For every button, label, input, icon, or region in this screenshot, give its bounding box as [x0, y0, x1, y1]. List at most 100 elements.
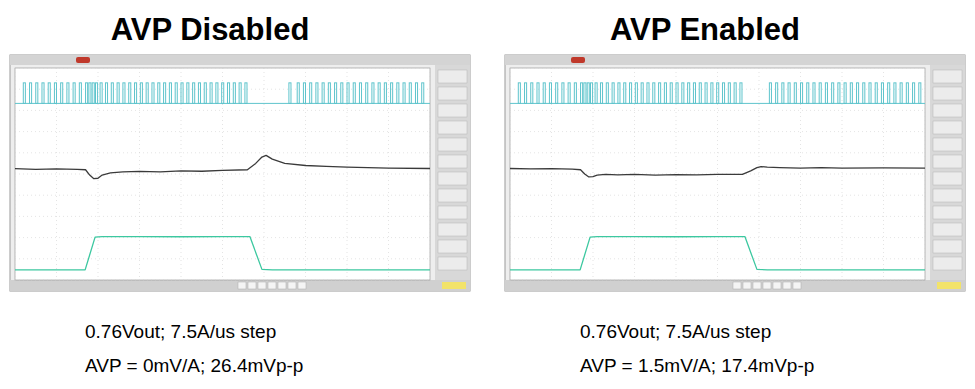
panel-title: AVP Disabled: [111, 12, 310, 47]
scope-status-key: [238, 282, 246, 289]
switch-pulse: [347, 83, 349, 104]
scope-side-button: [438, 172, 467, 185]
scope-status-key: [298, 282, 306, 289]
switch-pulse: [422, 83, 424, 104]
switch-pulse: [807, 83, 809, 104]
scope-side-button: [933, 121, 962, 134]
switch-pulse: [222, 83, 224, 104]
switch-pulse: [158, 83, 160, 104]
switch-pulse: [61, 83, 63, 104]
switch-pulse: [366, 83, 368, 104]
switch-pulse: [693, 83, 695, 104]
switch-pulse: [595, 83, 597, 104]
switch-pulse: [711, 83, 713, 104]
switch-pulse: [549, 83, 551, 104]
caption: 0.76Vout; 7.5A/us step: [580, 321, 771, 342]
switch-pulse: [193, 83, 195, 104]
switch-pulse: [335, 83, 337, 104]
scope-status-key: [733, 282, 741, 289]
traces: [15, 83, 430, 270]
switch-pulse: [591, 83, 593, 104]
switch-pulse: [140, 83, 142, 104]
switch-pulse: [587, 83, 589, 104]
scope-side-button: [933, 257, 962, 270]
switch-pulse: [227, 83, 229, 104]
switch-pulse: [906, 83, 908, 104]
switch-pulse: [359, 83, 361, 104]
switch-pulse: [518, 83, 520, 104]
scope-trigger-marker: [76, 57, 90, 63]
switch-pulse: [525, 83, 527, 104]
switch-pulse: [574, 83, 576, 104]
switch-pulse: [100, 83, 102, 104]
switch-pulse: [216, 83, 218, 104]
switch-pulse: [635, 83, 637, 104]
scope-status-key: [753, 282, 761, 289]
scope-side-button: [438, 257, 467, 270]
switch-pulse: [353, 83, 355, 104]
scope-statusbar: [10, 280, 470, 291]
grid-line-y: [510, 152, 925, 153]
switch-pulse: [89, 83, 91, 104]
switch-pulse: [152, 83, 154, 104]
switch-pulse: [105, 83, 107, 104]
trace: [510, 167, 925, 177]
scope-side-button: [933, 104, 962, 117]
scope-sidebar: [930, 65, 965, 280]
switch-pulse: [705, 83, 707, 104]
scope-side-button: [933, 240, 962, 253]
switch-pulse: [372, 83, 374, 104]
scope-side-button: [933, 70, 962, 83]
switch-pulse: [606, 83, 608, 104]
scope-sidebar: [435, 65, 470, 280]
scope-panel: AVP Enabled 0.76Vout; 7.5A/us step AVP = 1…: [505, 12, 965, 376]
switch-pulse: [819, 83, 821, 104]
switch-pulse: [210, 83, 212, 104]
plot-area: [510, 68, 925, 280]
scope-side-button: [933, 155, 962, 168]
grid-line-y: [15, 152, 430, 153]
switch-pulse: [670, 83, 672, 104]
trace: [510, 237, 925, 270]
switch-pulse: [900, 83, 902, 104]
panel-title: AVP Enabled: [610, 12, 800, 47]
grid-line-y: [510, 280, 925, 281]
grid-line-y: [510, 216, 925, 217]
switch-pulse: [117, 83, 119, 104]
switch-pulse: [612, 83, 614, 104]
scope-side-button: [933, 87, 962, 100]
switch-pulse: [92, 83, 94, 104]
caption: AVP = 1.5mV/A; 17.4mVp-p: [580, 355, 814, 376]
switch-pulse: [310, 83, 312, 104]
switch-pulse: [919, 83, 921, 104]
scope-side-button: [438, 104, 467, 117]
grid-line-x: [222, 68, 223, 280]
switch-pulse: [245, 83, 247, 104]
switch-pulse: [42, 83, 44, 104]
switch-pulse: [289, 83, 291, 104]
switch-pulse: [782, 83, 784, 104]
grid-line-x: [388, 68, 389, 280]
grid-line-y: [15, 195, 430, 196]
switch-pulse: [146, 83, 148, 104]
switch-pulse: [378, 83, 380, 104]
switch-pulse: [129, 83, 131, 104]
switch-pulse: [722, 83, 724, 104]
scope-side-button: [438, 189, 467, 202]
grid-line-y: [15, 280, 430, 281]
switch-pulse: [894, 83, 896, 104]
switch-pulse: [239, 83, 241, 104]
grid-line-y: [510, 131, 925, 132]
scope-side-button: [933, 172, 962, 185]
switch-pulse: [728, 83, 730, 104]
switch-pulse: [618, 83, 620, 104]
switch-pulse: [54, 83, 56, 104]
switch-pulse: [556, 83, 558, 104]
scope-trigger-marker: [571, 57, 585, 63]
switch-pulse: [682, 83, 684, 104]
switch-pulse: [850, 83, 852, 104]
switch-pulse: [801, 83, 803, 104]
scope-frame: [505, 55, 965, 291]
scope-status-key: [773, 282, 781, 289]
switch-pulse: [717, 83, 719, 104]
